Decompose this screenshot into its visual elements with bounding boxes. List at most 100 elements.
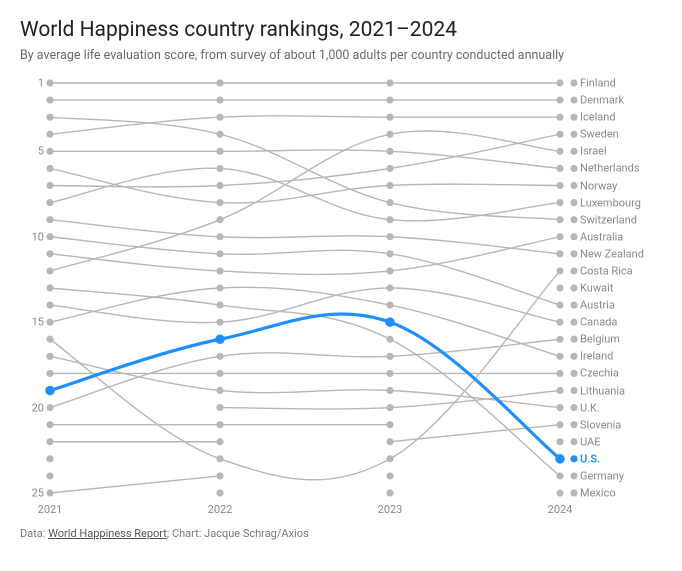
series-marker <box>556 165 563 172</box>
series-line <box>50 168 560 221</box>
country-label: U.K. <box>580 401 600 414</box>
label-marker <box>570 472 577 479</box>
series-marker <box>216 387 223 394</box>
y-axis-tick: 1 <box>20 77 44 90</box>
country-label: U.S. <box>580 452 600 465</box>
series-marker <box>216 404 223 411</box>
series-marker <box>386 182 393 189</box>
series-marker <box>386 216 393 223</box>
series-marker <box>46 301 53 308</box>
series-marker <box>46 148 53 155</box>
country-label: Mexico <box>580 487 616 500</box>
country-label: Austria <box>580 299 615 312</box>
series-marker <box>216 199 223 206</box>
y-axis-tick: 20 <box>20 401 44 414</box>
series-marker <box>556 96 563 103</box>
chart-container: World Happiness country rankings, 2021–2… <box>0 0 682 571</box>
series-marker <box>386 233 393 240</box>
series-marker <box>216 489 223 496</box>
series-marker <box>556 301 563 308</box>
country-label: Iceland <box>580 111 616 124</box>
label-marker <box>570 233 577 240</box>
series-line <box>50 314 560 459</box>
series-line <box>50 220 560 254</box>
series-marker <box>216 472 223 479</box>
label-marker <box>570 165 577 172</box>
label-marker <box>570 370 577 377</box>
country-label: Belgium <box>580 333 620 346</box>
series-marker <box>216 131 223 138</box>
series-marker <box>216 250 223 257</box>
series-marker <box>386 199 393 206</box>
series-marker <box>46 267 53 274</box>
series-marker <box>386 404 393 411</box>
series-marker <box>46 79 53 86</box>
y-axis-tick: 15 <box>20 316 44 329</box>
label-marker <box>570 284 577 291</box>
country-label: Germany <box>580 469 624 482</box>
series-marker <box>216 114 223 121</box>
series-marker <box>46 250 53 257</box>
footer-data-prefix: Data: <box>20 527 48 540</box>
series-marker <box>46 353 53 360</box>
series-marker <box>556 404 563 411</box>
series-marker <box>216 96 223 103</box>
country-label: UAE <box>580 435 600 448</box>
series-marker <box>46 114 53 121</box>
country-label: Norway <box>580 179 617 192</box>
chart-subtitle: By average life evaluation score, from s… <box>20 48 662 63</box>
series-marker <box>556 148 563 155</box>
country-label: Czechia <box>580 367 619 380</box>
series-marker <box>386 455 393 462</box>
series-marker <box>216 148 223 155</box>
series-marker <box>216 284 223 291</box>
series-marker <box>215 334 225 344</box>
footer-source-link[interactable]: World Happiness Report <box>48 527 167 540</box>
series-marker <box>216 182 223 189</box>
series-marker <box>46 404 53 411</box>
series-marker <box>216 165 223 172</box>
label-marker <box>570 96 577 103</box>
series-line <box>50 134 560 187</box>
series-line <box>50 168 560 203</box>
footer-credit: ; Chart: Jacque Schrag/Axios <box>167 527 309 540</box>
series-line <box>50 476 220 493</box>
series-marker <box>556 79 563 86</box>
series-marker <box>556 284 563 291</box>
series-marker <box>46 284 53 291</box>
country-label: Costa Rica <box>580 264 633 277</box>
series-marker <box>46 319 53 326</box>
series-marker <box>46 336 53 343</box>
bump-chart-svg <box>20 77 660 517</box>
label-marker <box>570 421 577 428</box>
label-marker <box>570 319 577 326</box>
series-marker <box>216 353 223 360</box>
chart-title: World Happiness country rankings, 2021–2… <box>20 18 662 42</box>
x-axis-tick: 2023 <box>378 503 403 516</box>
series-marker <box>216 267 223 274</box>
label-marker <box>570 199 577 206</box>
label-marker <box>570 455 577 462</box>
series-marker <box>46 233 53 240</box>
series-marker <box>386 370 393 377</box>
country-label: Slovenia <box>580 418 621 431</box>
label-marker <box>570 336 577 343</box>
series-marker <box>555 454 565 464</box>
country-label: Canada <box>580 316 617 329</box>
series-marker <box>556 114 563 121</box>
series-marker <box>556 250 563 257</box>
label-marker <box>570 250 577 257</box>
label-marker <box>570 79 577 86</box>
series-marker <box>556 233 563 240</box>
series-marker <box>386 148 393 155</box>
country-label: Switzerland <box>580 213 637 226</box>
label-marker <box>570 114 577 121</box>
series-line <box>50 116 560 134</box>
series-marker <box>556 182 563 189</box>
series-marker <box>45 386 55 396</box>
series-marker <box>46 216 53 223</box>
series-marker <box>46 182 53 189</box>
series-line <box>50 237 560 275</box>
series-marker <box>556 353 563 360</box>
series-marker <box>46 455 53 462</box>
